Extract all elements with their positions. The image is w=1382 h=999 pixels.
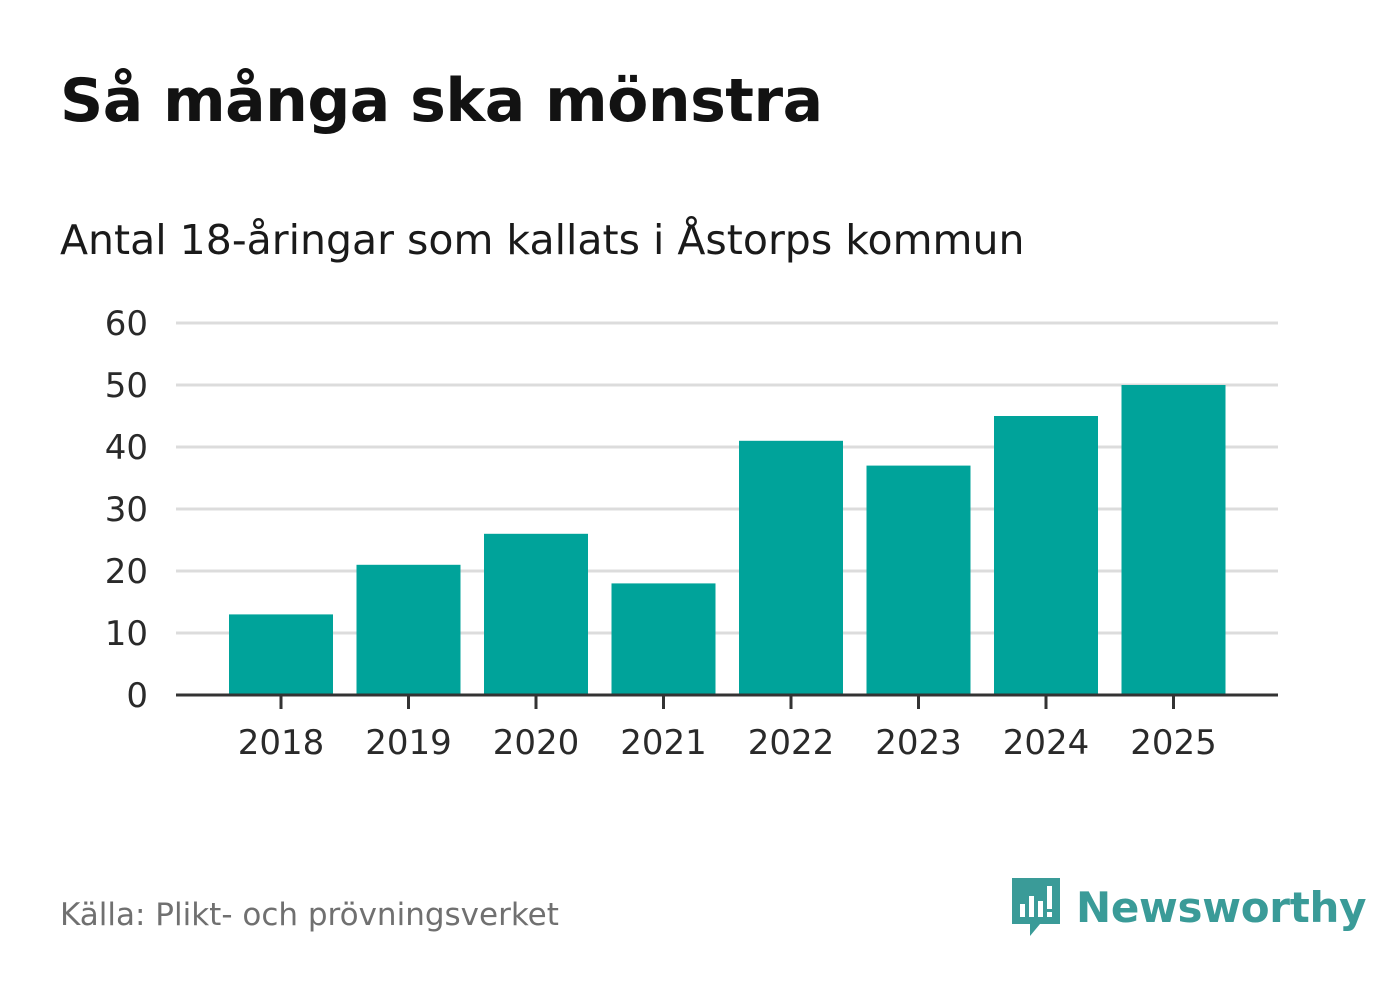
x-tick-labels: 2018 2019 2020 2021 2022 2023 2024 2025 (238, 723, 1217, 763)
brand-name: Newsworthy (1076, 882, 1367, 932)
chart-subtitle: Antal 18-åringar som kallats i Åstorps k… (60, 216, 1025, 264)
y-tick-label: 40 (105, 428, 148, 468)
bars (229, 385, 1226, 695)
x-tick-label: 2024 (1003, 723, 1090, 763)
bar-2025 (1121, 385, 1226, 695)
x-tick-label: 2021 (620, 723, 707, 763)
x-tick-label: 2018 (238, 723, 325, 763)
y-tick-label: 60 (105, 304, 148, 344)
y-tick-label: 30 (105, 490, 148, 530)
chart-title: Så många ska mönstra (60, 66, 823, 136)
source-note: Källa: Plikt- och prövningsverket (60, 897, 559, 933)
x-axis (176, 693, 1278, 709)
x-tick-label: 2023 (875, 723, 962, 763)
y-tick-label: 10 (105, 614, 148, 654)
brand-logo: Newsworthy (1010, 876, 1366, 938)
bar-2018 (229, 614, 333, 695)
bar-2024 (994, 416, 1098, 695)
bar-2019 (356, 564, 461, 695)
x-tick-label: 2022 (748, 723, 835, 763)
x-tick-label: 2019 (365, 723, 452, 763)
y-tick-labels: 0 10 20 30 40 50 60 (105, 304, 148, 716)
newsworthy-logo-icon (1012, 878, 1060, 936)
y-tick-label: 20 (105, 552, 148, 592)
y-tick-label: 0 (126, 676, 148, 716)
y-tick-label: 50 (105, 366, 148, 406)
bar-2022 (739, 440, 843, 695)
bar-2021 (611, 583, 716, 695)
x-tick-label: 2025 (1130, 723, 1217, 763)
bar-2023 (866, 465, 971, 695)
bar-2020 (484, 533, 588, 695)
x-tick-label: 2020 (493, 723, 580, 763)
grid-lines (176, 321, 1278, 635)
